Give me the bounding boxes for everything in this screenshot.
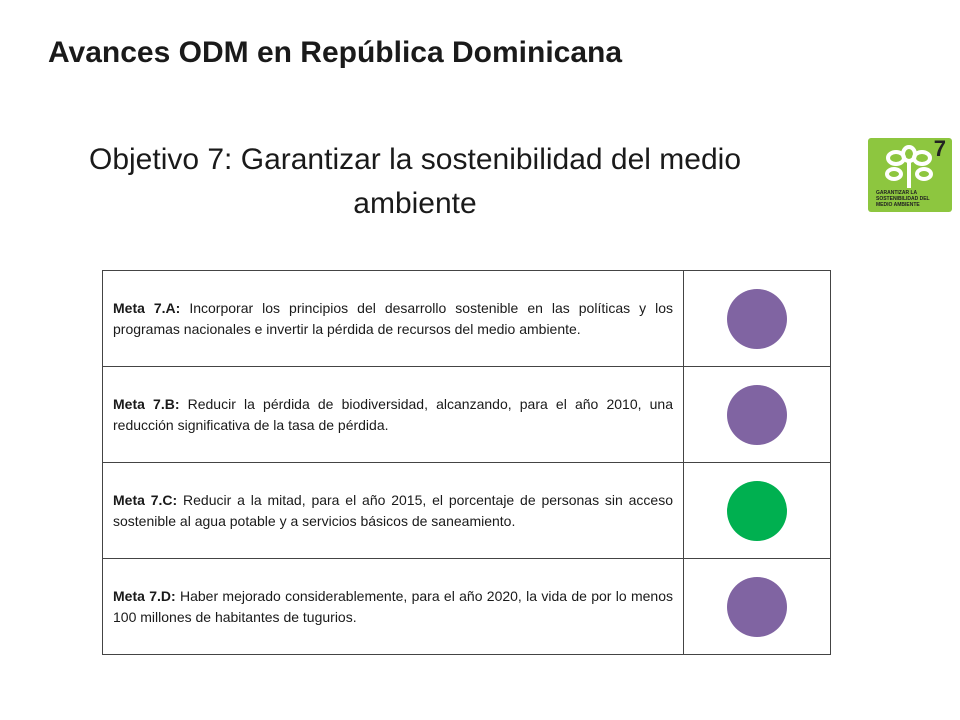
goals-table: Meta 7.A: Incorporar los principios del …: [102, 270, 831, 655]
goal-label: Meta 7.C:: [113, 491, 178, 508]
status-cell: [683, 462, 831, 559]
caption-line: SOSTENIBILIDAD DEL: [876, 196, 930, 202]
status-indicator: [727, 480, 787, 541]
status-cell: [683, 366, 831, 463]
goal-cell: Meta 7.C: Reducir a la mitad, para el añ…: [102, 462, 684, 559]
goal-text: Haber mejorado considerablemente, para e…: [113, 587, 673, 625]
status-cell: [683, 558, 831, 655]
goal-text: Incorporar los principios del desarrollo…: [113, 299, 674, 337]
subtitle-line: ambiente: [353, 187, 477, 220]
goal-logo: 7 GARANTIZAR LA SOSTENIBILIDAD DEL MEDIO A…: [868, 136, 952, 212]
caption-line: MEDIO AMBIENTE: [876, 202, 920, 208]
status-indicator: [727, 288, 787, 349]
table-row: Meta 7.D: Haber mejorado considerablemen…: [102, 558, 831, 655]
table-row: Meta 7.A: Incorporar los principios del …: [102, 270, 831, 367]
goal-text: Reducir la pérdida de biodiversidad, alc…: [113, 395, 673, 433]
goal-label: Meta 7.B:: [113, 395, 180, 412]
status-cell: [683, 270, 831, 367]
subtitle: Objetivo 7: Garantizar la sostenibilidad…: [20, 138, 810, 226]
goal-cell: Meta 7.B: Reducir la pérdida de biodiver…: [102, 366, 684, 463]
logo-icon: [885, 145, 933, 188]
goal-label: Meta 7.D:: [113, 587, 176, 604]
status-indicator: [727, 384, 787, 445]
table-row: Meta 7.B: Reducir la pérdida de biodiver…: [102, 366, 831, 463]
logo-number: 7: [933, 136, 946, 161]
table-row: Meta 7.C: Reducir a la mitad, para el añ…: [102, 462, 831, 559]
logo-caption: GARANTIZAR LA SOSTENIBILIDAD DEL MEDIO AMB…: [876, 190, 930, 208]
status-indicator: [727, 576, 787, 637]
goal-cell: Meta 7.D: Haber mejorado considerablemen…: [102, 558, 684, 655]
subtitle-line: Objetivo 7: Garantizar la sostenibilidad…: [88, 143, 742, 176]
goal-label: Meta 7.A:: [113, 299, 181, 316]
caption-line: GARANTIZAR LA: [876, 190, 918, 196]
goal-cell: Meta 7.A: Incorporar los principios del …: [102, 270, 684, 367]
goal-text: Reducir a la mitad, para el año 2015, el…: [113, 491, 673, 529]
title: Avances ODM en República Dominicana: [48, 36, 623, 69]
